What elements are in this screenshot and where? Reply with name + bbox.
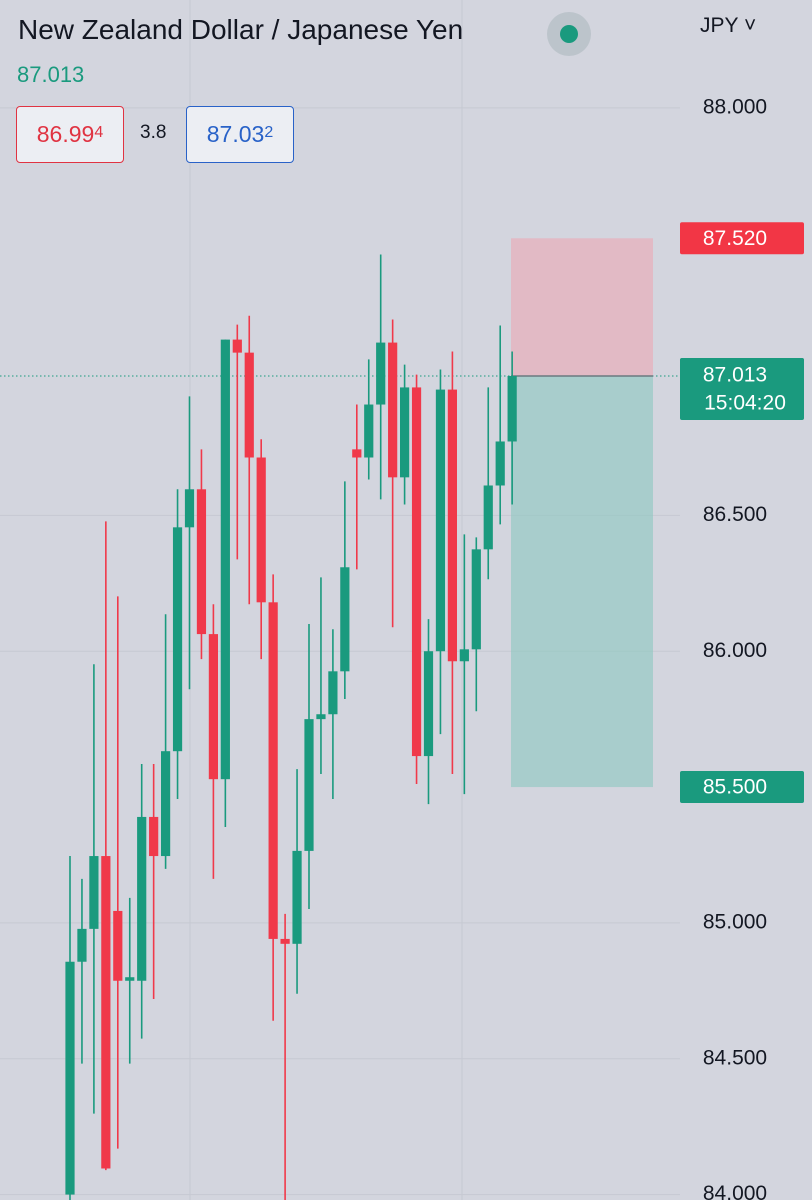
ask-pip: 2 (264, 123, 274, 141)
price-label-bg (680, 222, 804, 255)
candle-body (77, 928, 87, 962)
price-label-bg (680, 771, 804, 804)
candle-body (125, 977, 135, 981)
candle-body (149, 816, 159, 857)
spread: 3.8 (140, 122, 167, 143)
y-tick-label: 88.000 (703, 95, 767, 118)
currency-selector[interactable]: JPY ˅ (700, 14, 757, 37)
y-tick-label: 84.000 (703, 1182, 767, 1200)
countdown: 15:04:20 (704, 392, 786, 415)
candle-body (447, 389, 457, 662)
candle-body (423, 651, 434, 757)
candle-body (400, 387, 410, 478)
bid-pip: 4 (94, 123, 104, 141)
ask-price: 87.03 (206, 121, 265, 147)
candle-body (364, 404, 374, 458)
last-price: 87.013 (17, 62, 85, 87)
candle-body (495, 441, 505, 486)
buy-button[interactable]: 87.03 2 (186, 106, 294, 163)
candle-body (268, 602, 278, 939)
candle-body (316, 714, 326, 720)
price-label: 85.500 (703, 776, 767, 799)
candle-body (232, 339, 242, 353)
candle-body (113, 910, 123, 981)
candle-body (328, 671, 338, 715)
symbol-title: New Zealand Dollar / Japanese Yen (18, 14, 464, 45)
candle-body (220, 339, 230, 780)
bid-price: 86.99 (36, 121, 95, 147)
candle-body (208, 634, 218, 780)
candle-body (137, 816, 147, 981)
candle-body (280, 938, 290, 944)
candle-body (411, 387, 422, 757)
candle-body (196, 489, 207, 635)
target-zone (511, 376, 653, 788)
candle-body (376, 342, 386, 405)
market-status[interactable] (547, 12, 591, 56)
candle-body (352, 449, 362, 458)
sell-button[interactable]: 86.99 4 (16, 106, 124, 163)
stop-zone (511, 238, 653, 377)
candle-body (388, 342, 398, 478)
candle-body (340, 567, 350, 672)
candle-body (256, 457, 266, 603)
price-label: 87.520 (703, 227, 767, 250)
candle-body (172, 527, 183, 752)
candle-body (507, 376, 517, 442)
candle-body (292, 850, 302, 944)
candle-body (184, 489, 195, 528)
candle-body (471, 549, 481, 650)
price-label-bg (680, 358, 804, 421)
candle-body (101, 856, 111, 1169)
candle-body (89, 856, 99, 929)
y-tick-label: 86.500 (703, 503, 767, 526)
candle-body (483, 485, 493, 550)
candle-body (459, 649, 469, 662)
candle-body (435, 389, 446, 652)
y-tick-label: 86.000 (703, 639, 767, 662)
y-tick-label: 85.000 (703, 910, 767, 933)
candle-body (304, 719, 314, 851)
candle-body (65, 961, 75, 1195)
status-dot (560, 25, 578, 43)
candle-body (244, 352, 254, 458)
y-tick-label: 84.500 (703, 1046, 767, 1069)
price-label: 87.013 (703, 364, 767, 387)
candle-body (161, 751, 171, 857)
